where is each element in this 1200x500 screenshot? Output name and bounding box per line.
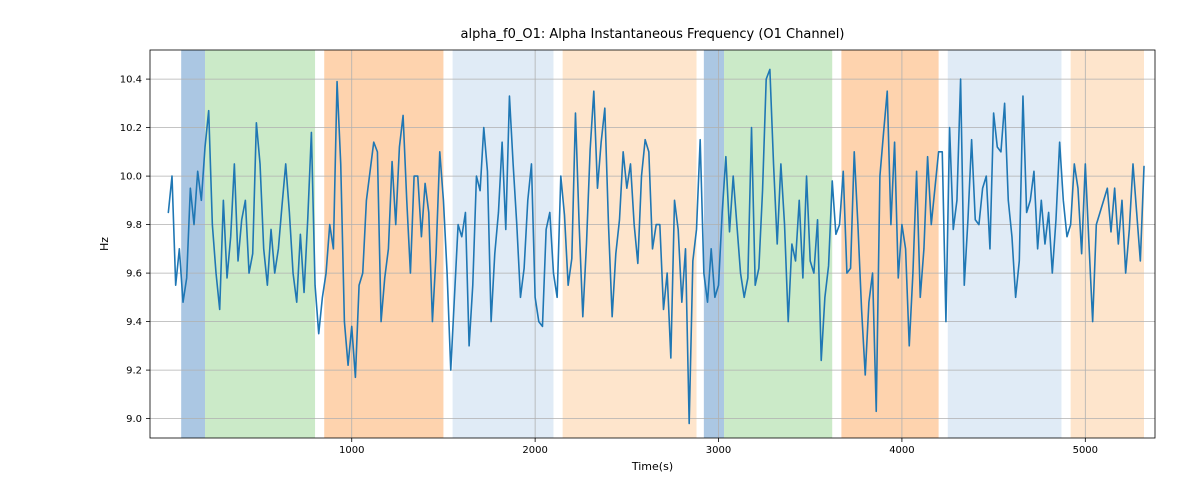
chart-svg: 1000 2000 3000 4000 5000 9.0 9.2 9.4 9.6 9.8 10.0 1…: [0, 0, 1200, 500]
x-axis-label: Time(s): [631, 460, 673, 473]
band-4: [563, 50, 697, 438]
x-tick-label: 3000: [706, 445, 731, 456]
bands-group: [181, 50, 1144, 438]
y-tick-label: 10.4: [120, 75, 142, 86]
y-tick-label: 9.2: [126, 366, 142, 377]
x-tick-label: 1000: [339, 445, 364, 456]
x-tick-label: 2000: [522, 445, 547, 456]
band-0: [181, 50, 205, 438]
y-tick-label: 9.8: [126, 220, 142, 231]
x-tick-label: 4000: [889, 445, 914, 456]
x-tick-label: 5000: [1073, 445, 1098, 456]
y-axis-label: Hz: [98, 237, 111, 251]
y-tick-label: 10.0: [120, 172, 142, 183]
chart-title: alpha_f0_O1: Alpha Instantaneous Frequen…: [461, 27, 845, 42]
y-tick-label: 9.6: [126, 269, 142, 280]
y-tick-label: 10.2: [120, 123, 142, 134]
chart-figure: 1000 2000 3000 4000 5000 9.0 9.2 9.4 9.6 9.8 10.0 1…: [0, 0, 1200, 500]
band-3: [453, 50, 554, 438]
y-tick-label: 9.4: [126, 317, 142, 328]
y-tick-label: 9.0: [126, 414, 142, 425]
